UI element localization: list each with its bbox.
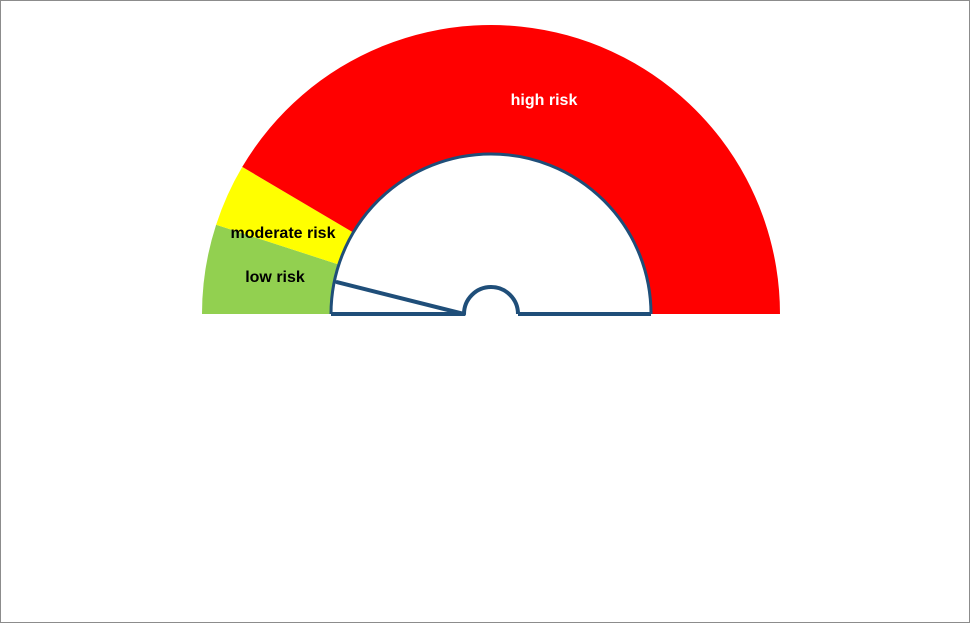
label-moderate-risk: moderate risk <box>231 225 336 242</box>
needle-pointer <box>335 280 466 316</box>
label-high-risk: high risk <box>511 92 578 109</box>
gauge-needle <box>335 280 466 316</box>
gauge-inner-face <box>329 152 653 316</box>
gauge-labels: low risk moderate risk high risk <box>231 92 578 286</box>
gauge-hub <box>462 285 520 315</box>
inner-face-fill <box>331 154 651 314</box>
label-low-risk: low risk <box>245 269 305 286</box>
inner-face-outline <box>329 152 653 315</box>
